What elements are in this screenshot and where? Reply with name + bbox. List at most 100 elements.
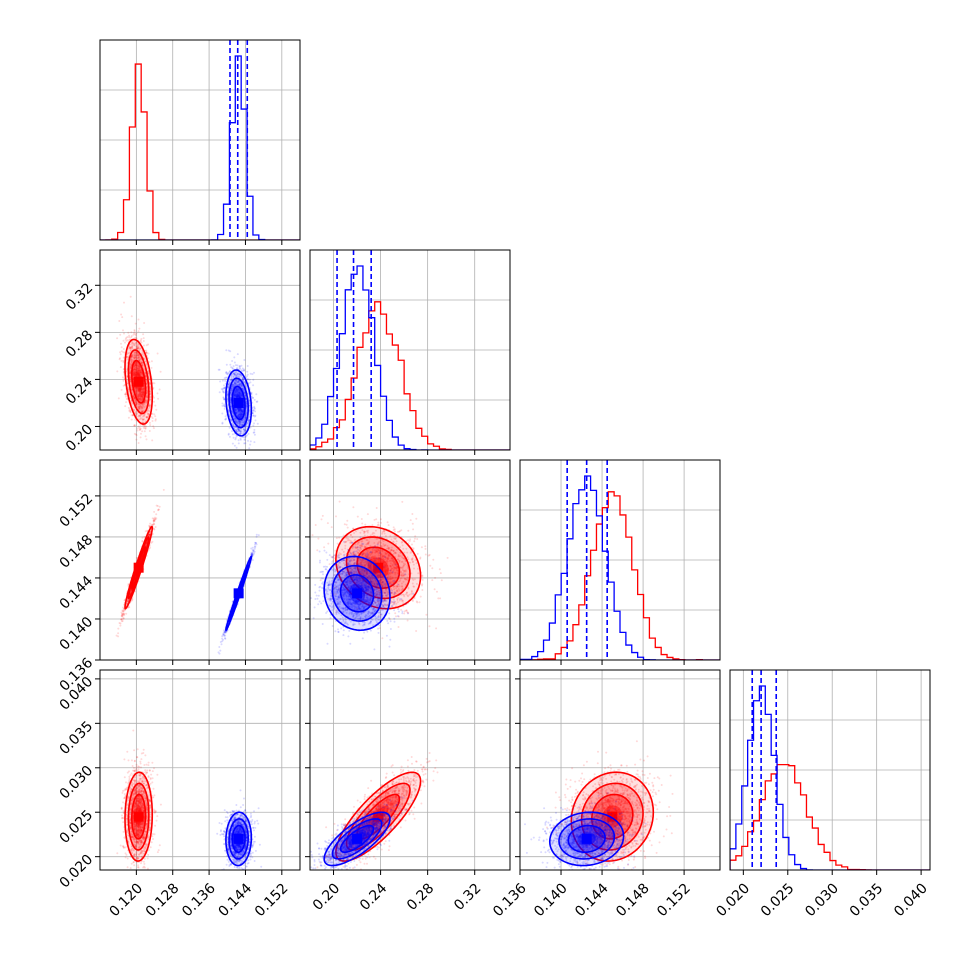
sample-point (230, 385, 233, 388)
sample-point (128, 352, 131, 355)
sample-point (225, 371, 228, 374)
sample-point (234, 391, 237, 393)
sample-point (235, 392, 238, 395)
sample-point (136, 354, 139, 356)
sample-point (133, 371, 136, 374)
sample-point (244, 413, 247, 416)
sample-point (130, 414, 133, 417)
sample-point (238, 415, 241, 418)
sample-point (119, 353, 122, 356)
sample-point (253, 422, 255, 425)
histogram-panel-1 (309, 249, 511, 455)
sample-point (135, 332, 138, 335)
sample-point (140, 417, 143, 420)
sample-point (141, 389, 144, 392)
sample-point (131, 390, 134, 393)
sample-point (139, 369, 141, 372)
sample-point (133, 358, 136, 360)
sample-point (136, 373, 139, 376)
sample-point (142, 390, 145, 393)
sample-point (133, 432, 136, 435)
sample-point (122, 376, 124, 379)
sample-point (133, 364, 136, 367)
sample-point (145, 416, 148, 419)
sample-point (235, 408, 237, 411)
sample-point (130, 384, 132, 387)
sample-point (139, 392, 141, 395)
sample-point (135, 402, 138, 405)
sample-point (229, 380, 231, 383)
sample-point (237, 388, 240, 391)
sample-point (229, 401, 232, 404)
sample-point (139, 374, 142, 377)
sample-point (137, 369, 140, 372)
sample-point (152, 427, 155, 430)
sample-point (223, 398, 226, 401)
sample-point (139, 395, 142, 398)
sample-point (240, 409, 243, 412)
sample-point (129, 364, 132, 367)
sample-point (134, 342, 136, 345)
sample-point (137, 386, 140, 389)
sample-point (154, 526, 157, 528)
sample-point (249, 372, 252, 375)
sample-point (233, 356, 236, 359)
sample-point (130, 358, 133, 360)
sample-point (142, 387, 145, 390)
sample-point (236, 390, 238, 393)
sample-point (139, 347, 142, 350)
sample-point (134, 372, 137, 375)
sample-point (134, 374, 137, 377)
sample-point (146, 391, 148, 394)
sample-point (237, 419, 240, 422)
sample-point (221, 388, 224, 391)
sample-point (137, 354, 140, 357)
sample-point (146, 385, 149, 388)
sample-point (129, 368, 132, 371)
sample-point (137, 372, 139, 375)
sample-point (135, 364, 138, 367)
sample-point (154, 418, 157, 421)
sample-point (226, 393, 229, 396)
sample-point (235, 388, 238, 391)
sample-point (253, 433, 256, 436)
sample-point (128, 606, 131, 609)
sample-point (249, 426, 252, 429)
sample-point (120, 618, 123, 621)
sample-point (133, 365, 136, 368)
sample-point (136, 367, 138, 370)
sample-point (132, 396, 135, 399)
sample-point (141, 391, 144, 394)
sample-point (236, 422, 239, 425)
sample-point (138, 359, 141, 361)
sample-point (119, 622, 122, 625)
sample-point (126, 336, 129, 338)
sample-point (251, 412, 254, 415)
sample-point (226, 376, 229, 379)
sample-point (133, 374, 136, 377)
sample-point (133, 366, 136, 369)
sample-point (138, 398, 141, 400)
sample-point (136, 347, 139, 350)
sample-point (139, 418, 142, 420)
sample-point (138, 369, 141, 372)
sample-point (251, 396, 254, 399)
sample-point (249, 443, 252, 446)
sample-point (133, 364, 136, 367)
sample-point (224, 418, 227, 421)
sample-point (240, 408, 243, 411)
sample-point (129, 362, 132, 365)
sample-point (247, 420, 250, 423)
sample-point (240, 407, 243, 410)
sample-point (145, 396, 148, 399)
sample-point (235, 395, 237, 398)
sample-point (138, 390, 140, 393)
sample-point (234, 438, 237, 441)
sample-point (237, 429, 240, 432)
sample-point (129, 376, 132, 378)
sample-point (135, 373, 138, 376)
sample-point (229, 394, 232, 397)
sample-point (138, 373, 141, 376)
sample-point (154, 404, 157, 407)
sample-point (238, 383, 241, 386)
